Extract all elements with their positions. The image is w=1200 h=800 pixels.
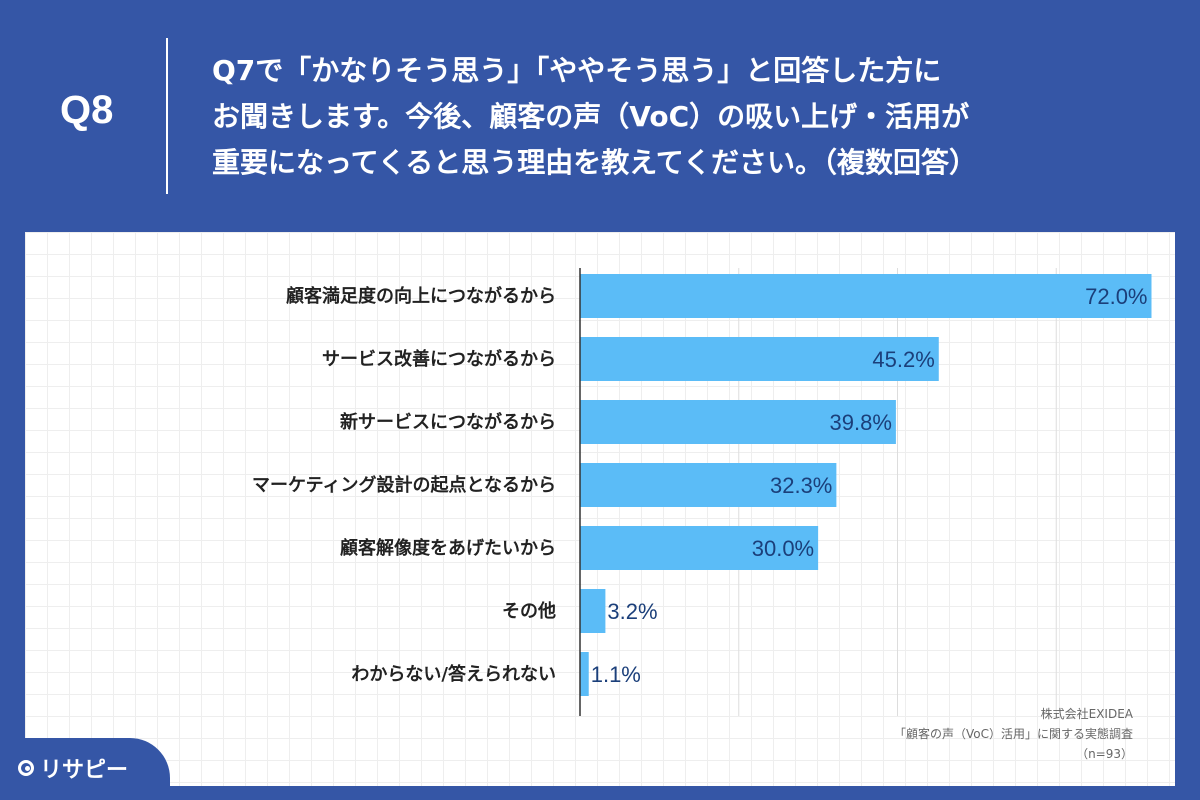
magnifier-icon bbox=[18, 760, 34, 776]
bar bbox=[580, 274, 1152, 318]
value-label: 1.1% bbox=[591, 662, 641, 687]
bar bbox=[580, 589, 606, 633]
category-label: わからない/答えられない bbox=[351, 663, 556, 685]
bar-chart: 顧客満足度の向上につながるから 72.0% サービス改善につながるから 45.2% 新サ… bbox=[252, 268, 1152, 716]
brand-logo: リサピー bbox=[18, 752, 128, 784]
logo-text: リサピー bbox=[40, 758, 129, 783]
chart-panel: 顧客満足度の向上につながるから 72.0% サービス改善につながるから 45.2% 新サ… bbox=[25, 232, 1175, 786]
header-divider bbox=[166, 38, 168, 194]
value-label: 32.3% bbox=[770, 473, 832, 498]
value-label: 30.0% bbox=[752, 536, 814, 561]
category-label: その他 bbox=[502, 600, 556, 622]
category-label: 顧客満足度の向上につながるから bbox=[286, 285, 556, 307]
value-label: 3.2% bbox=[607, 599, 657, 624]
source-note: 株式会社EXIDEA 「顧客の声（VoC）活用」に関する実態調査 （n=93） bbox=[894, 704, 1133, 764]
source-survey: 「顧客の声（VoC）活用」に関する実態調査 bbox=[894, 727, 1133, 741]
category-label: 新サービスにつながるから bbox=[340, 411, 556, 433]
value-label: 72.0% bbox=[1085, 284, 1147, 309]
category-label: サービス改善につながるから bbox=[322, 348, 556, 370]
category-label: マーケティング設計の起点となるから bbox=[252, 474, 556, 496]
bar bbox=[580, 652, 589, 696]
bar bbox=[580, 400, 896, 444]
value-label: 45.2% bbox=[872, 347, 934, 372]
question-header: Q8 Q7で「かなりそう思う」「ややそう思う」と回答した方に お聞きします。今後… bbox=[0, 0, 1200, 232]
bar bbox=[580, 526, 819, 570]
bar bbox=[580, 337, 939, 381]
value-label: 39.8% bbox=[830, 410, 892, 435]
question-number: Q8 bbox=[60, 88, 114, 132]
bar bbox=[580, 463, 837, 507]
source-company: 株式会社EXIDEA bbox=[1040, 707, 1133, 721]
source-sample-size: （n=93） bbox=[1076, 747, 1133, 761]
category-label: 顧客解像度をあげたいから bbox=[340, 537, 556, 559]
question-text: Q7で「かなりそう思う」「ややそう思う」と回答した方に お聞きします。今後、顧客… bbox=[212, 54, 977, 179]
